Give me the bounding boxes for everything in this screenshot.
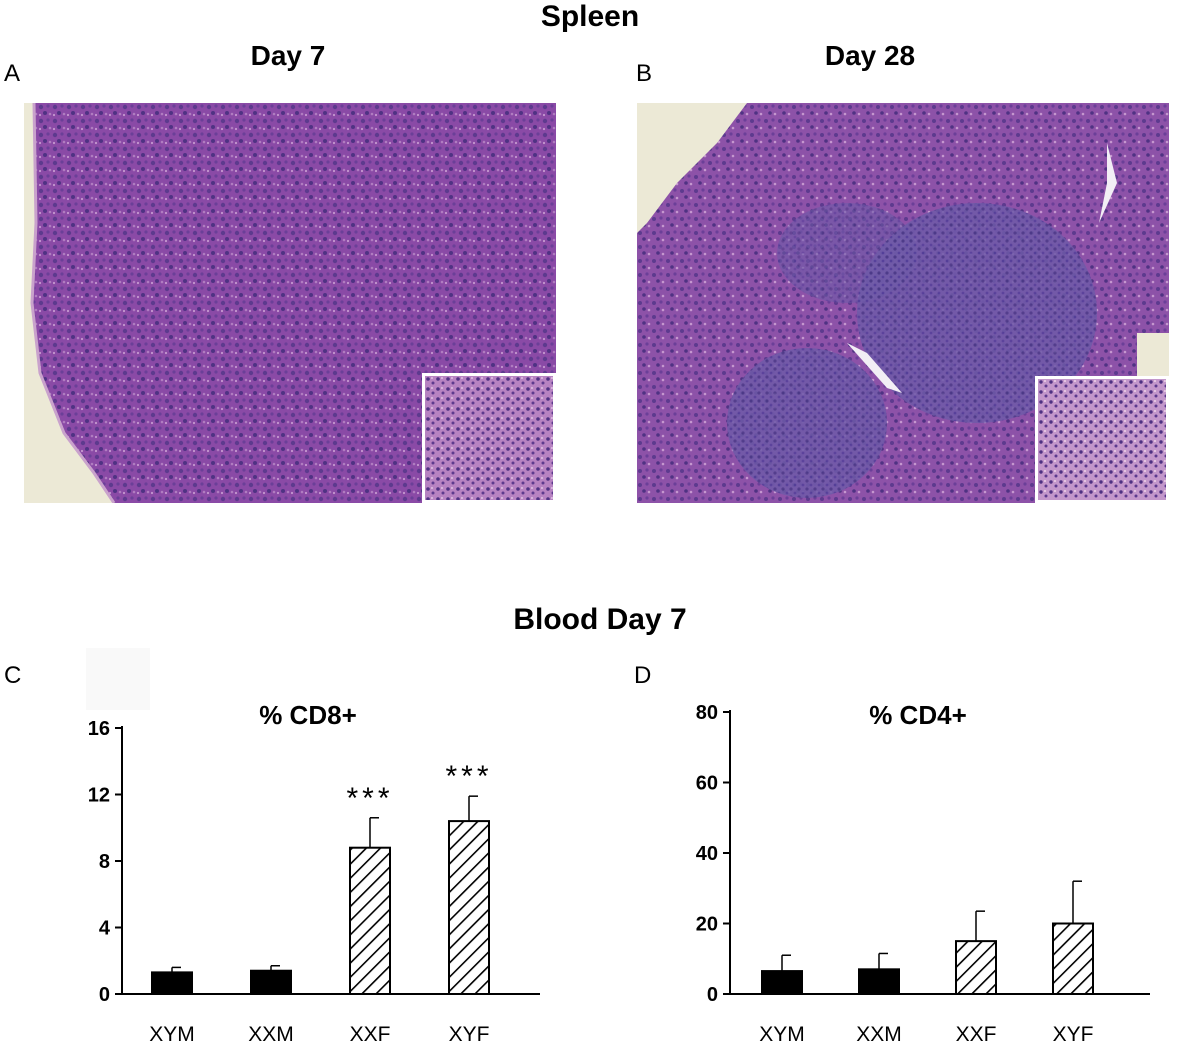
x-tick-label: XXF	[956, 1023, 997, 1046]
spleen-section-title: Spleen	[540, 0, 640, 33]
blank-placeholder-box	[86, 648, 150, 710]
y-tick-label: 0	[707, 984, 718, 1006]
chart-title: % CD4+	[869, 700, 967, 730]
significance-marker: ***	[346, 782, 393, 815]
bar-xxf	[955, 940, 997, 995]
y-tick-label: 8	[99, 851, 110, 873]
x-tick-label: XXM	[248, 1023, 294, 1046]
significance-marker: ***	[445, 760, 492, 793]
panel-d-letter: D	[634, 662, 652, 689]
panel-c-letter: C	[4, 662, 22, 689]
bar-xxf	[349, 846, 391, 995]
x-tick-label: XYF	[449, 1023, 490, 1046]
bar-xym	[151, 971, 193, 996]
y-tick-label: 0	[99, 984, 110, 1006]
spleen-day7-inset	[422, 373, 556, 503]
panel-a-letter: A	[4, 60, 21, 87]
cd8-bar-chart: % CD8+ 0 4 8 12 16 XYM XXM XXF *** XYF ***	[88, 700, 540, 1046]
panel-b-title: Day 28	[824, 40, 916, 71]
cd4-bar-chart: % CD4+ 0 20 40 60 80 XYM XXM XXF XYF	[696, 700, 1150, 1046]
y-tick-label: 12	[88, 785, 110, 807]
bar-xyf	[448, 820, 490, 995]
y-tick-label: 40	[696, 843, 718, 865]
bar-xym	[761, 970, 803, 995]
y-tick-label: 20	[696, 914, 718, 936]
spleen-day28-inset	[1035, 376, 1169, 503]
bar-xxm	[250, 969, 292, 996]
x-tick-label: XYM	[149, 1023, 195, 1046]
y-tick-label: 4	[99, 918, 111, 940]
x-tick-label: XXF	[350, 1023, 391, 1046]
x-tick-label: XXM	[856, 1023, 902, 1046]
bar-xyf	[1052, 922, 1094, 995]
chart-title: % CD8+	[259, 700, 357, 730]
blood-section-title: Blood Day 7	[513, 603, 687, 636]
y-tick-label: 60	[696, 773, 718, 795]
spleen-day28-micrograph	[637, 103, 1169, 503]
y-tick-label: 16	[88, 718, 110, 740]
panel-b-letter: B	[636, 60, 653, 87]
panel-a-title: Day 7	[250, 40, 326, 71]
y-tick-label: 80	[696, 702, 718, 724]
x-tick-label: XYM	[759, 1023, 805, 1046]
x-tick-label: XYF	[1053, 1023, 1094, 1046]
bar-xxm	[858, 968, 900, 996]
spleen-day7-micrograph	[24, 103, 556, 503]
